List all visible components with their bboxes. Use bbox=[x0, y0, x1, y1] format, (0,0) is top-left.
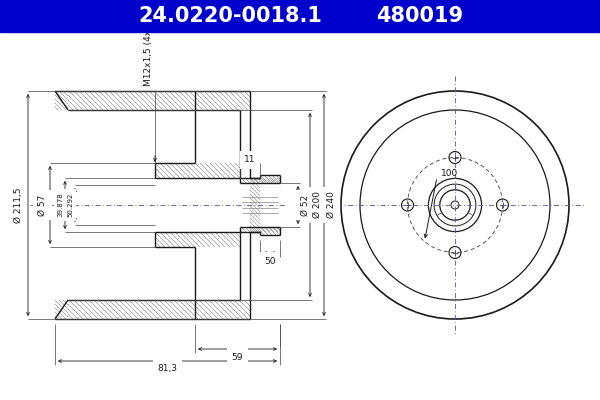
Text: 11: 11 bbox=[244, 156, 256, 164]
Text: 39.878: 39.878 bbox=[57, 193, 63, 217]
Text: 59: 59 bbox=[232, 352, 243, 362]
Text: 24.0220-0018.1: 24.0220-0018.1 bbox=[138, 6, 322, 26]
Text: M12x1,5 (4x): M12x1,5 (4x) bbox=[143, 26, 152, 86]
Text: Ø 57: Ø 57 bbox=[37, 194, 47, 216]
Text: 480019: 480019 bbox=[376, 6, 464, 26]
Text: 50.292: 50.292 bbox=[67, 193, 73, 217]
Text: Ø 52: Ø 52 bbox=[301, 194, 310, 216]
Text: 100: 100 bbox=[441, 168, 458, 178]
Text: Ø 240: Ø 240 bbox=[326, 192, 335, 218]
Text: 50: 50 bbox=[264, 256, 276, 266]
Text: 81,3: 81,3 bbox=[157, 364, 178, 374]
Text: Ø 200: Ø 200 bbox=[313, 192, 322, 218]
Bar bbox=[0, 0, 600, 32]
Text: Ø 211,5: Ø 211,5 bbox=[14, 187, 23, 223]
